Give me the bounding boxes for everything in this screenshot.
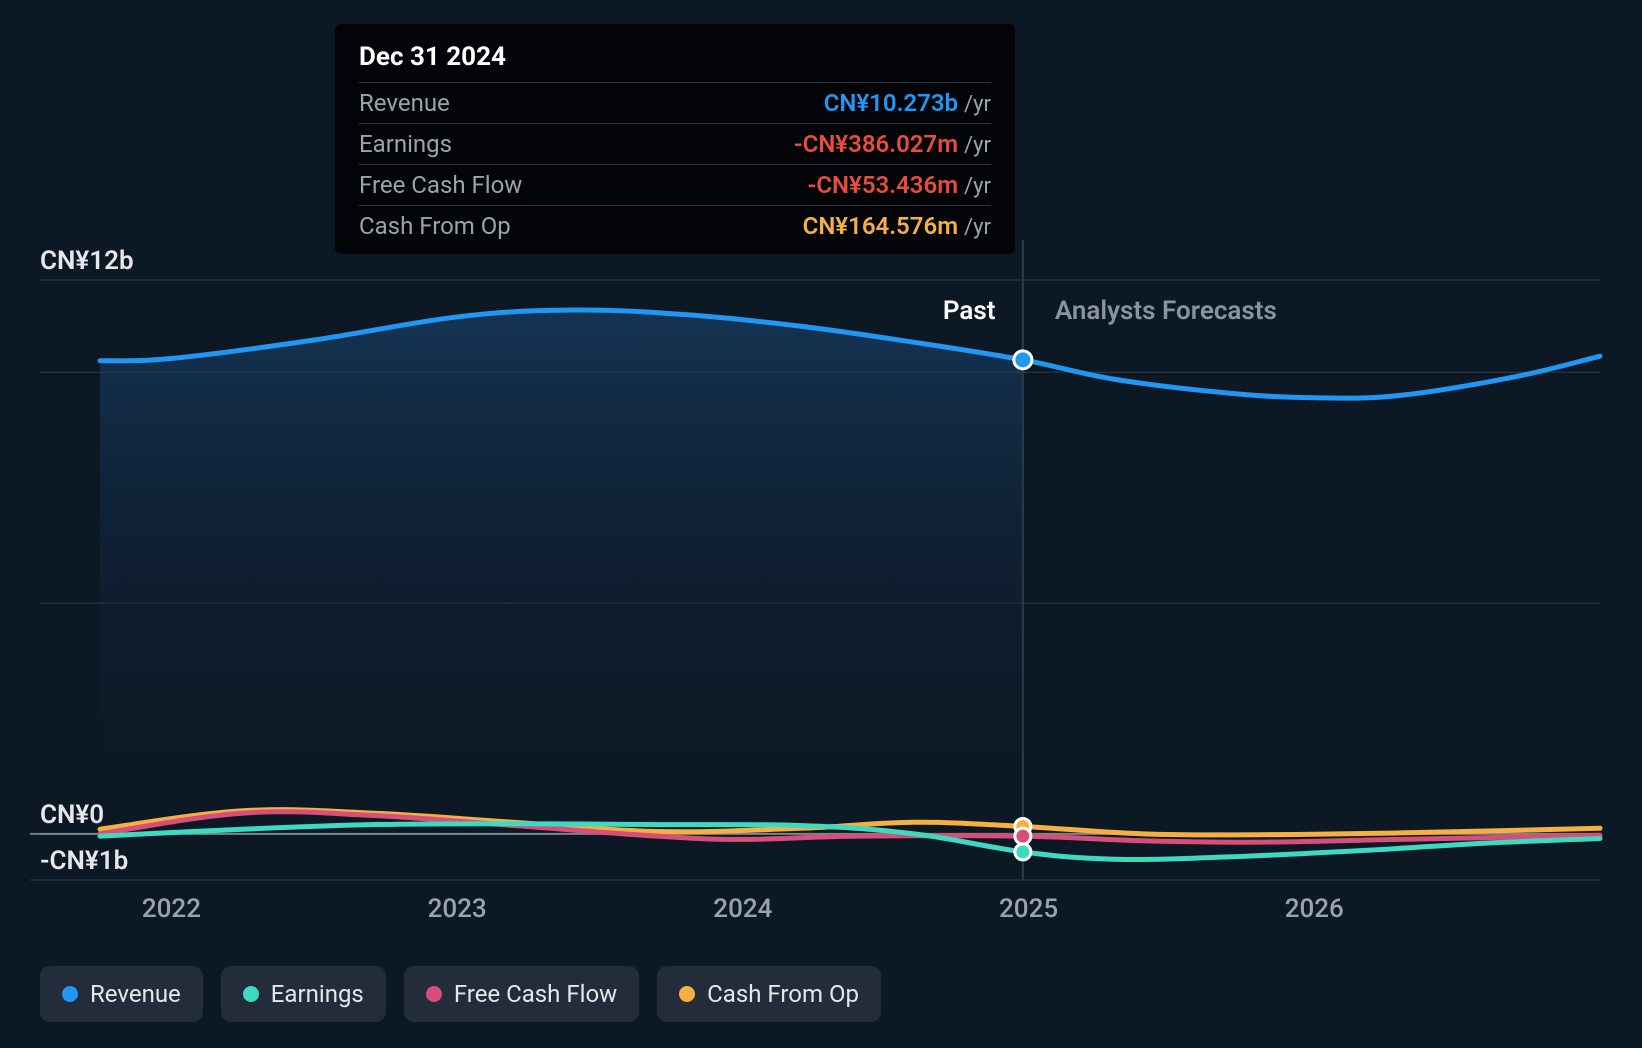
tooltip-row-label: Revenue (359, 89, 450, 117)
x-axis-label: 2025 (999, 894, 1058, 924)
legend-item[interactable]: Cash From Op (657, 966, 881, 1022)
past-label: Past (943, 296, 996, 326)
legend-item[interactable]: Revenue (40, 966, 203, 1022)
legend-label: Free Cash Flow (454, 980, 617, 1008)
tooltip-row: Cash From Op CN¥164.576m/yr (359, 205, 991, 246)
y-axis-label: CN¥0 (40, 800, 104, 830)
legend-label: Revenue (90, 980, 181, 1008)
legend-label: Earnings (271, 980, 364, 1008)
tooltip-row-label: Earnings (359, 130, 452, 158)
tooltip-date: Dec 31 2024 (359, 42, 991, 72)
legend-item[interactable]: Earnings (221, 966, 386, 1022)
tooltip-row-value: -CN¥53.436m/yr (808, 171, 991, 199)
legend-label: Cash From Op (707, 980, 859, 1008)
legend-dot-icon (62, 986, 78, 1002)
legend-item[interactable]: Free Cash Flow (404, 966, 639, 1022)
chart-legend: Revenue Earnings Free Cash Flow Cash From O… (40, 966, 881, 1022)
tooltip-row: Free Cash Flow -CN¥53.436m/yr (359, 164, 991, 205)
tooltip-row-value: -CN¥386.027m/yr (794, 130, 991, 158)
financial-chart: Dec 31 2024 Revenue CN¥10.273b/yr Earnings… (0, 0, 1642, 1048)
x-axis-label: 2023 (428, 894, 487, 924)
x-axis-label: 2022 (142, 894, 201, 924)
y-axis-label: -CN¥1b (40, 846, 128, 876)
x-axis-label: 2026 (1285, 894, 1344, 924)
forecasts-label: Analysts Forecasts (1055, 296, 1277, 326)
tooltip-row: Earnings -CN¥386.027m/yr (359, 123, 991, 164)
chart-tooltip: Dec 31 2024 Revenue CN¥10.273b/yr Earnings… (335, 24, 1015, 254)
tooltip-row-value: CN¥164.576m/yr (803, 212, 991, 240)
legend-dot-icon (243, 986, 259, 1002)
x-axis-label: 2024 (713, 894, 772, 924)
tooltip-row-label: Free Cash Flow (359, 171, 522, 199)
tooltip-row-value: CN¥10.273b/yr (824, 89, 991, 117)
legend-dot-icon (426, 986, 442, 1002)
tooltip-row-label: Cash From Op (359, 212, 511, 240)
y-axis-label: CN¥12b (40, 246, 134, 276)
tooltip-row: Revenue CN¥10.273b/yr (359, 82, 991, 123)
legend-dot-icon (679, 986, 695, 1002)
